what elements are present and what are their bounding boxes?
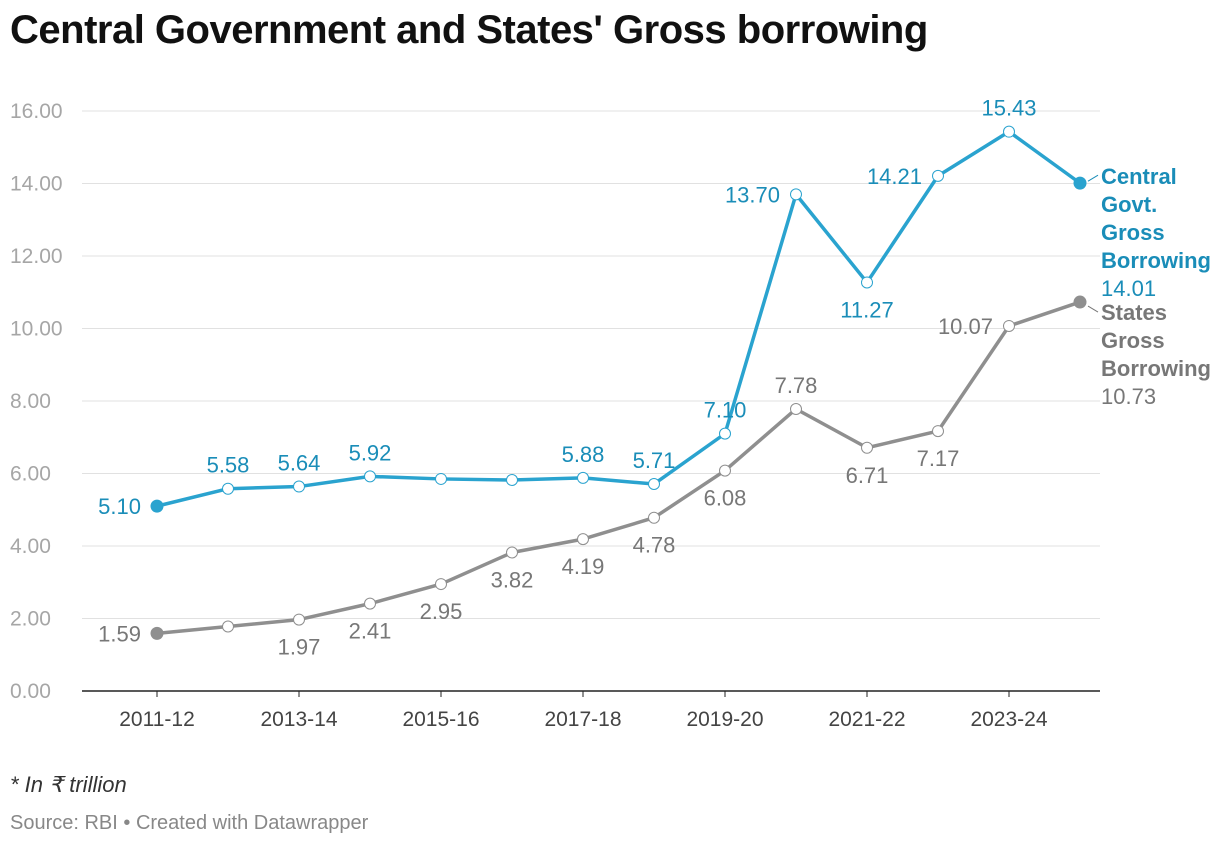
data-label: 7.10 [704,398,747,423]
y-tick-label: 16.00 [10,100,63,123]
data-labels: 5.10 5.58 5.64 5.92 5.88 5.71 7.10 13.70 11.27 14… [98,96,1036,660]
series-end-value: 10.73 [1101,384,1156,409]
data-point [1073,295,1087,309]
series-name-label: Govt. [1101,192,1157,217]
data-label: 1.97 [278,635,321,660]
end-label-leader [1087,174,1099,182]
data-label: 14.21 [867,164,922,189]
data-point [577,471,589,484]
data-point [150,626,164,640]
series-name-label: Central [1101,164,1177,189]
end-label-leader [1087,305,1099,313]
data-label: 3.82 [491,568,534,593]
y-tick-label: 2.00 [10,608,51,631]
y-tick-label: 8.00 [10,390,51,413]
data-point [293,613,305,626]
series-line [155,300,1082,636]
data-point [150,499,164,513]
data-points [150,125,1087,640]
data-point [790,402,802,415]
y-tick-label: 6.00 [10,463,51,486]
data-label: 6.71 [846,463,889,488]
data-point [648,478,660,491]
source-credit: Source: RBI • Created with Datawrapper [10,812,369,834]
data-point [506,546,518,559]
line-chart: 0.00 2.00 4.00 6.00 8.00 10.00 12.00 14.00 16.00… [10,96,1211,731]
data-label: 5.64 [278,451,321,476]
data-label: 5.71 [633,448,676,473]
data-point [648,511,660,524]
data-label: 11.27 [840,297,893,322]
data-point [577,533,589,546]
data-point [1003,125,1015,138]
series-line [155,129,1082,508]
y-axis: 0.00 2.00 4.00 6.00 8.00 10.00 12.00 14.00 16.00 [10,100,63,703]
data-point [861,276,873,289]
data-label: 10.07 [938,314,993,339]
y-tick-label: 14.00 [10,173,63,196]
data-label: 4.19 [562,554,605,579]
data-label: 15.43 [981,96,1036,121]
data-point [932,425,944,438]
data-point [293,480,305,493]
data-label: 2.95 [420,599,463,624]
series-name-label: States [1101,300,1167,325]
data-point [506,474,518,487]
data-point [719,427,731,440]
y-tick-label: 0.00 [10,680,51,703]
data-point [435,578,447,591]
x-tick-label: 2023-24 [970,708,1047,731]
data-point [861,441,873,454]
data-point [1073,176,1087,190]
data-point [364,597,376,610]
data-label: 7.17 [917,446,960,471]
data-point [790,188,802,201]
data-point [222,482,234,495]
x-axis: 2011-12 2013-14 2015-16 2017-18 2019-20 2021-… [119,691,1048,731]
data-label: 1.59 [98,621,141,646]
data-label: 5.92 [349,440,392,465]
series-name-label: Borrowing [1101,248,1211,273]
data-label: 5.88 [562,442,605,467]
grid-lines [82,110,1100,692]
chart-title: Central Government and States' Gross bor… [10,8,928,52]
data-point [364,470,376,483]
series-lines [155,129,1082,636]
y-tick-label: 10.00 [10,318,63,341]
x-tick-label: 2017-18 [544,708,621,731]
data-label: 13.70 [725,182,780,207]
data-point [932,169,944,182]
data-label: 7.78 [775,373,818,398]
data-label: 5.58 [207,453,250,478]
series-name-label: Gross [1101,220,1165,245]
data-label: 6.08 [704,486,747,511]
data-label: 5.10 [98,494,141,519]
data-point [719,464,731,477]
data-label: 4.78 [633,533,676,558]
data-label: 2.41 [349,619,392,644]
data-point [435,472,447,485]
data-point [222,620,234,633]
x-tick-label: 2019-20 [686,708,763,731]
series-name-label: Borrowing [1101,356,1211,381]
series-end-value: 14.01 [1101,276,1156,301]
x-tick-label: 2021-22 [828,708,905,731]
x-tick-label: 2015-16 [402,708,479,731]
y-tick-label: 4.00 [10,535,51,558]
unit-note: * In ₹ trillion [10,772,127,797]
data-point [1003,319,1015,332]
y-tick-label: 12.00 [10,245,63,268]
x-tick-label: 2011-12 [119,708,195,731]
x-tick-label: 2013-14 [260,708,337,731]
series-name-label: Gross [1101,328,1165,353]
